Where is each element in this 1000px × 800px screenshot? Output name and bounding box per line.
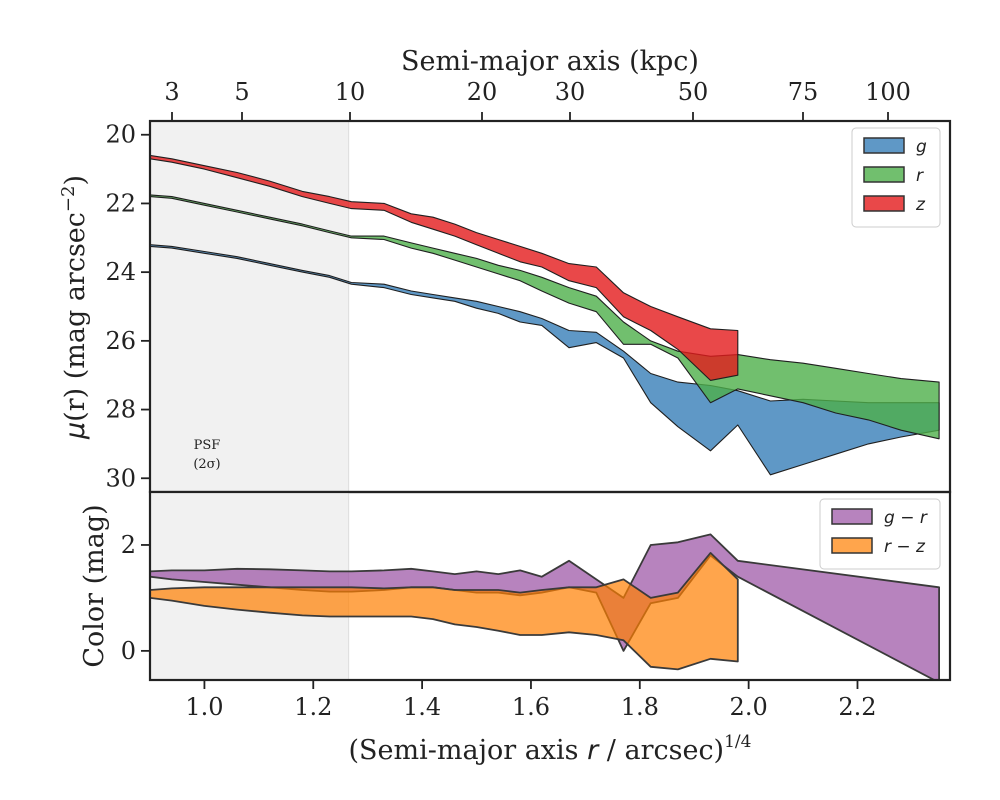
- y-tick-label: 20: [105, 121, 136, 149]
- bottom-x-axis-title: (Semi-major axis r / arcsec)1/4: [349, 732, 752, 766]
- legend-swatch-gr: [831, 508, 873, 525]
- x-title-r: r: [587, 735, 600, 766]
- kpc-tick-label: 3: [164, 78, 179, 106]
- legend-swatch-r: [863, 166, 905, 183]
- x-tick-label: 1.2: [294, 693, 332, 721]
- x-tick-label: 2.0: [730, 693, 768, 721]
- y-tick-label: 24: [105, 258, 136, 286]
- bottom-panel: 02 1.0 1.2 1.4 1.6 1.8 2.0 2.2 g − rr − z Colo…: [79, 490, 952, 766]
- legend-swatch-z: [863, 195, 905, 212]
- x-tick-label: 1.0: [185, 693, 223, 721]
- top-y-axis-title: μ(r) (mag arcsec−2): [58, 175, 91, 440]
- bottom-y-ticks: 02: [121, 531, 150, 665]
- legend-label-z: z: [915, 195, 926, 215]
- y-title-close: ): [60, 175, 91, 186]
- x-tick-label: 1.8: [621, 693, 659, 721]
- y-tick-label: 30: [105, 464, 136, 492]
- y-tick-label: 26: [105, 327, 136, 355]
- kpc-tick-label: 5: [234, 78, 249, 106]
- x-tick-label: 2.2: [838, 693, 876, 721]
- bottom-series-group: [150, 533, 940, 680]
- legend-label-g: g: [916, 137, 927, 157]
- y-tick-label: 0: [121, 637, 136, 665]
- kpc-tick-label: 50: [678, 78, 709, 106]
- x-title-text: (Semi-major axis: [349, 735, 588, 766]
- y-tick-label: 22: [105, 189, 136, 217]
- y-title-exponent: −2: [58, 186, 79, 213]
- psf-label: PSF: [194, 438, 221, 453]
- bottom-panel-frame: [148, 490, 952, 682]
- kpc-tick-label: 100: [865, 78, 911, 106]
- legend-swatch-g: [863, 137, 905, 154]
- bottom-legend: g − r r − z: [819, 498, 941, 570]
- kpc-tick-label: 20: [467, 78, 498, 106]
- x-title-exponent: 1/4: [724, 732, 751, 752]
- x-tick-label: 1.6: [512, 693, 550, 721]
- mu-symbol: μ: [60, 422, 91, 440]
- bottom-y-axis-title: Color (mag): [79, 504, 110, 667]
- bottom-x-ticks: 1.0 1.2 1.4 1.6 1.8 2.0 2.2: [185, 680, 877, 721]
- psf-region: [150, 121, 349, 492]
- psf-sigma-label: (2σ): [193, 457, 220, 472]
- legend-label-r: r: [916, 166, 924, 186]
- top-panel: PSF (2σ) 20 22 24 26 28 30 3 5 10 20 30 50 75 100 gr…: [58, 46, 952, 494]
- y-tick-label: 2: [121, 531, 136, 559]
- kpc-tick-label: 30: [555, 78, 586, 106]
- band-r: [150, 194, 940, 440]
- legend-label-rz: r − z: [884, 537, 926, 557]
- x-tick-label: 1.4: [403, 693, 441, 721]
- top-series-group: [150, 154, 940, 476]
- top-y-ticks: 20 22 24 26 28 30: [105, 121, 150, 492]
- x-title-unit: / arcsec): [598, 735, 724, 766]
- top-axis-title: Semi-major axis (kpc): [401, 46, 699, 77]
- y-title-text: (r) (mag arcsec: [60, 212, 91, 422]
- top-legend: grz: [851, 127, 941, 228]
- kpc-tick-label: 75: [788, 78, 819, 106]
- legend-swatch-rz: [831, 537, 873, 554]
- y-tick-label: 28: [105, 396, 136, 424]
- legend-label-gr: g − r: [884, 508, 928, 528]
- band-z: [150, 154, 739, 381]
- top-kpc-ticks: 3 5 10 20 30 50 75 100: [164, 78, 911, 121]
- band-rz: [150, 552, 739, 671]
- kpc-tick-label: 10: [335, 78, 366, 106]
